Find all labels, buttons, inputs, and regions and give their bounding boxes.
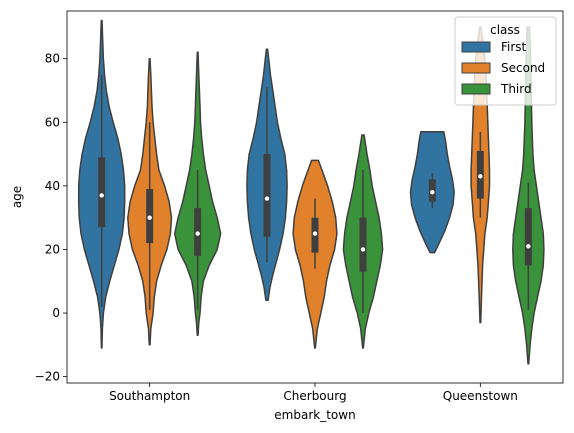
- legend-swatch-first: [461, 41, 491, 53]
- legend-label-third: Third: [500, 82, 532, 96]
- violin-median-dot: [147, 215, 152, 220]
- x-tick-label: Southampton: [109, 389, 190, 403]
- y-tick-label: 20: [45, 242, 60, 256]
- violin-median-dot: [430, 190, 435, 195]
- violin-median-dot: [478, 174, 483, 179]
- violin-median-dot: [195, 231, 200, 236]
- x-axis-label: embark_town: [274, 408, 355, 422]
- y-axis-label: age: [10, 186, 24, 208]
- legend-label-second: Second: [501, 61, 545, 75]
- legend-title: class: [490, 23, 520, 37]
- violin-median-dot: [360, 247, 366, 252]
- violin-median-dot: [312, 231, 318, 236]
- violin-iqr-box: [359, 217, 367, 272]
- y-tick-label: 60: [45, 115, 60, 129]
- y-tick-label: 80: [45, 52, 60, 66]
- violins-layer: [77, 19, 545, 365]
- violin-median-dot: [99, 193, 104, 198]
- violin-median-dot: [526, 244, 531, 249]
- legend-label-first: First: [501, 40, 527, 54]
- legend-box: [454, 16, 557, 106]
- violin-median-dot: [264, 196, 270, 201]
- violin-iqr-box: [98, 157, 106, 228]
- y-tick-label: 0: [52, 306, 60, 320]
- x-tick-label: Queenstown: [443, 389, 518, 403]
- legend-entries: First Second Third: [461, 40, 545, 96]
- legend-swatch-third: [461, 83, 491, 95]
- x-axis-ticks: Southampton Cherbourg Queenstown: [109, 383, 518, 403]
- violin-iqr-box: [263, 154, 271, 237]
- violin-iqr-box: [524, 208, 532, 266]
- y-tick-label: −20: [35, 370, 60, 384]
- y-axis-ticks: −20 0 20 40 60 80: [35, 52, 67, 384]
- legend: class First Second Third: [454, 16, 557, 106]
- legend-swatch-second: [461, 62, 491, 74]
- y-tick-label: 40: [45, 179, 60, 193]
- x-tick-label: Cherbourg: [283, 389, 346, 403]
